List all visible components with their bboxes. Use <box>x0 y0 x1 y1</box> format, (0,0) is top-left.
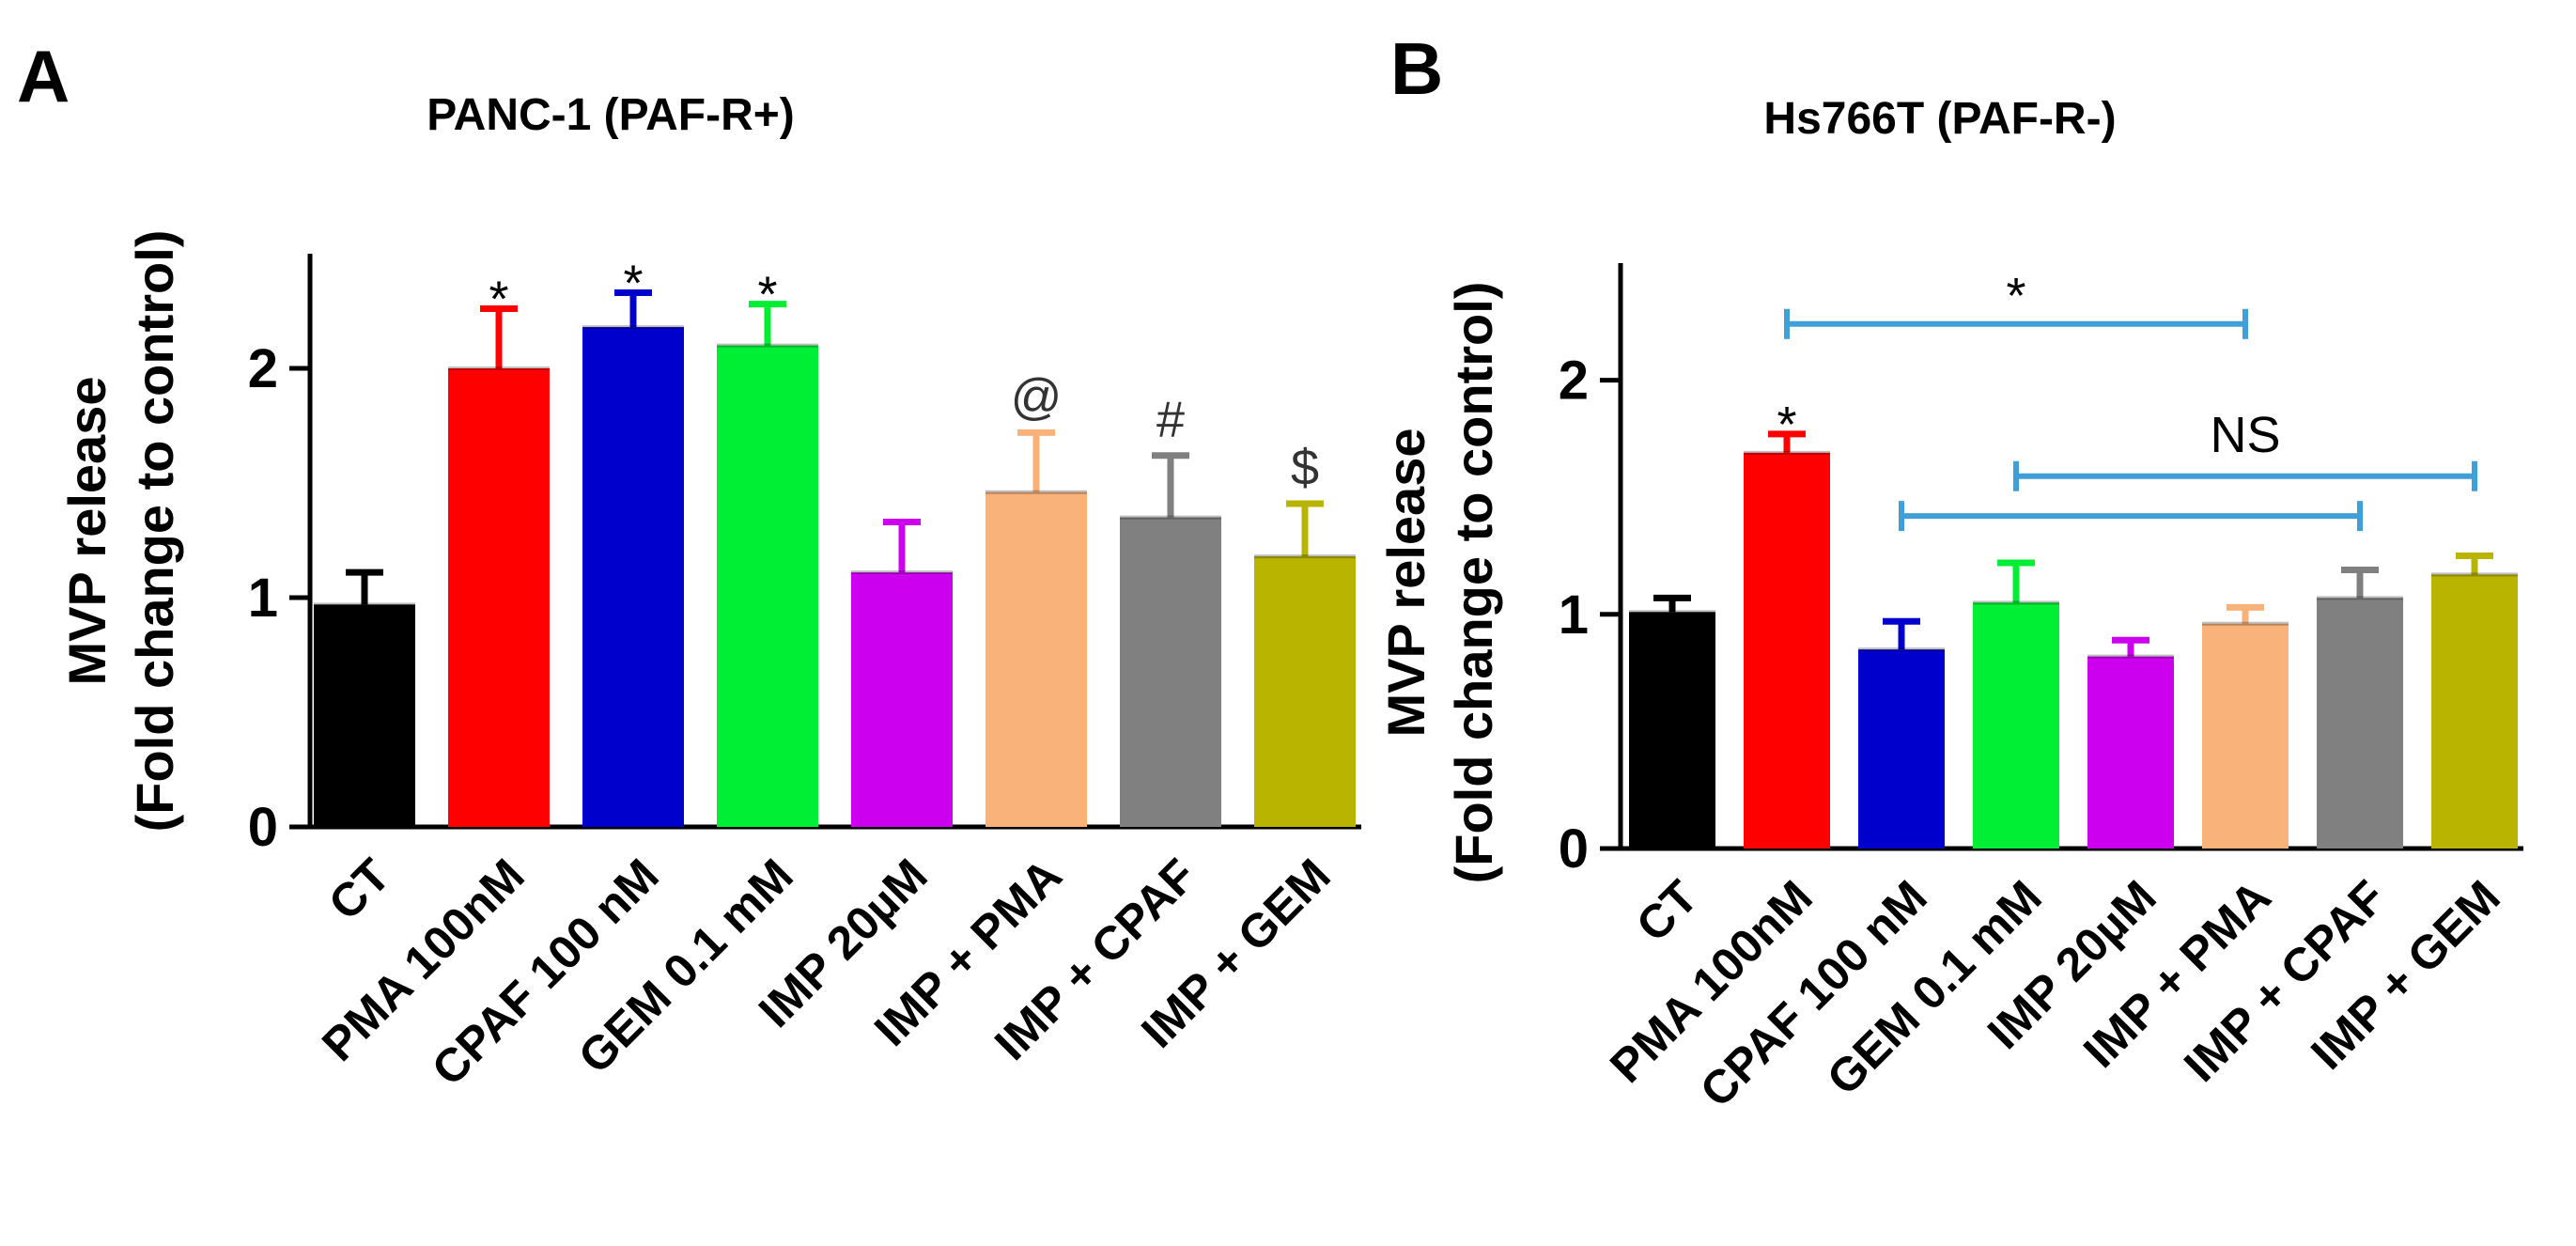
panel-b-letter: B <box>1390 27 1443 110</box>
panel-b-bracket-label: * <box>2006 268 2025 324</box>
panel-b-title: Hs766T (PAF-R-) <box>1763 94 2116 144</box>
panel-a-bar <box>582 327 684 828</box>
panel-b-y-tick-label: 2 <box>1559 350 1589 412</box>
panel-a-bar-annotation: * <box>623 255 643 311</box>
panel-b-bar <box>1858 649 1945 849</box>
panel-a-bar <box>448 368 550 827</box>
panel-b-ylabel-line1: MVP release <box>1376 428 1435 738</box>
panel-b-bar <box>2317 598 2403 849</box>
panel-a-y-tick-label: 0 <box>248 797 278 858</box>
panel-b-y-tick-label: 1 <box>1559 584 1589 646</box>
panel-a-title: PANC-1 (PAF-R+) <box>427 90 795 140</box>
panel-b-bar <box>1973 602 2059 849</box>
panel-b-category-label: CT <box>1626 870 1708 952</box>
panel-a-bar <box>717 345 818 828</box>
panel-a-y-tick-label: 1 <box>248 568 278 629</box>
panel-b-ylabel-line2: (Fold change to control) <box>1444 282 1503 884</box>
panel-b-bar <box>2087 656 2174 849</box>
panel-a-category-label: CT <box>318 849 400 930</box>
panel-a-bar-annotation: # <box>1156 392 1185 448</box>
panel-a-bar-annotation: $ <box>1291 440 1319 496</box>
panel-a-bar <box>1254 556 1356 827</box>
panel-b-bar <box>1629 612 1715 849</box>
panel-a-ylabel-line1: MVP release <box>57 377 116 686</box>
panel-b-bar <box>2202 623 2289 849</box>
panel-b-y-tick-label: 0 <box>1559 818 1589 880</box>
panel-a-category-label: CPAF 100 nM <box>422 849 669 1096</box>
panel-a-y-tick-label: 2 <box>248 338 278 399</box>
panel-b-bracket-label: NS <box>2210 407 2280 463</box>
panel-a-bar <box>314 604 415 827</box>
panel-b-bar <box>2431 574 2518 849</box>
panel-a-bar <box>851 572 953 827</box>
panel-b-bar <box>1744 452 1830 849</box>
panel-a-bar-annotation: * <box>757 267 777 323</box>
panel-a-bar-annotation: * <box>489 272 508 328</box>
panel-a-letter: A <box>17 35 70 117</box>
panel-a-bar <box>985 491 1087 827</box>
panel-a-bar <box>1120 517 1221 827</box>
panel-a-ylabel-line2: (Fold change to control) <box>125 230 184 833</box>
panel-a-bar-annotation: @ <box>1011 368 1063 425</box>
panel-b-bar-annotation: * <box>1777 397 1796 453</box>
